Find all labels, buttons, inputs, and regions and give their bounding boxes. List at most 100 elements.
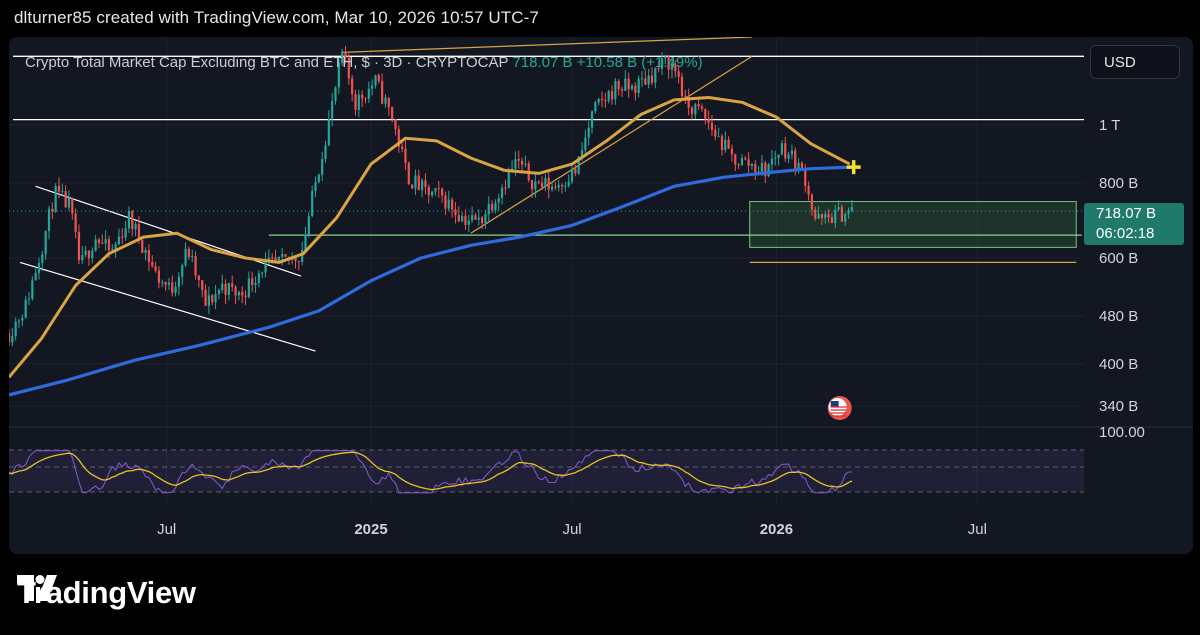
candle[interactable] [397, 125, 400, 153]
candle[interactable] [637, 75, 640, 98]
candle[interactable] [550, 182, 554, 192]
candle[interactable] [227, 282, 230, 301]
candle[interactable] [627, 72, 630, 98]
candle[interactable] [670, 56, 674, 79]
candle[interactable] [807, 181, 810, 201]
candle[interactable] [710, 115, 714, 136]
candle[interactable] [367, 81, 370, 103]
candle[interactable] [554, 182, 557, 191]
candle[interactable] [261, 271, 264, 279]
candle[interactable] [714, 124, 717, 141]
candle[interactable] [117, 228, 121, 246]
moving-average-short[interactable] [9, 96, 851, 379]
candle[interactable] [31, 276, 34, 301]
candle[interactable] [237, 290, 240, 301]
candle[interactable] [490, 200, 494, 214]
candle[interactable] [27, 292, 31, 306]
candle[interactable] [354, 89, 357, 116]
candle[interactable] [14, 317, 17, 341]
candle[interactable] [87, 250, 91, 266]
candle[interactable] [717, 127, 720, 138]
candle[interactable] [694, 102, 697, 119]
support-zone-box[interactable] [749, 201, 1077, 248]
candle[interactable] [750, 162, 754, 170]
candle[interactable] [674, 60, 677, 78]
candle[interactable] [684, 89, 687, 104]
candle[interactable] [67, 190, 71, 211]
candle[interactable] [327, 110, 330, 147]
candle[interactable] [247, 271, 250, 299]
candle[interactable] [444, 191, 447, 216]
candle[interactable] [557, 180, 560, 192]
candle[interactable] [454, 202, 457, 224]
candle[interactable] [520, 157, 524, 171]
candle[interactable] [274, 250, 277, 262]
candle[interactable] [84, 246, 87, 257]
candle[interactable] [264, 252, 267, 278]
trendline-rising-wedge-upper[interactable] [342, 37, 752, 53]
candle[interactable] [560, 183, 564, 194]
candle[interactable] [384, 94, 387, 108]
candle[interactable] [667, 54, 670, 79]
candle[interactable] [780, 140, 784, 156]
candle[interactable] [74, 208, 77, 239]
candle[interactable] [314, 176, 317, 197]
candle[interactable] [61, 183, 64, 196]
candle[interactable] [777, 154, 780, 166]
candle[interactable] [337, 56, 340, 95]
candle[interactable] [600, 91, 604, 108]
candle[interactable] [231, 275, 234, 292]
candle[interactable] [657, 61, 660, 73]
candle[interactable] [747, 152, 750, 173]
candle[interactable] [151, 255, 154, 268]
candle[interactable] [607, 89, 610, 104]
currency-button[interactable]: USD [1090, 45, 1180, 79]
candle[interactable] [34, 265, 37, 281]
candle[interactable] [610, 85, 614, 105]
trendline-channel-upper[interactable] [35, 185, 302, 277]
candle[interactable] [584, 129, 587, 157]
candle[interactable] [124, 221, 127, 241]
candle[interactable] [201, 279, 204, 298]
candle[interactable] [824, 211, 827, 224]
chart-panel[interactable]: 1 T 800 B 600 B 480 B 400 B 340 B 100.00 Jul 202… [9, 37, 1193, 554]
candle[interactable] [407, 161, 410, 185]
candle[interactable] [97, 237, 101, 249]
candle[interactable] [707, 110, 710, 130]
candle[interactable] [484, 209, 487, 230]
candle[interactable] [317, 173, 320, 184]
candle[interactable] [817, 206, 820, 219]
candle[interactable] [630, 83, 634, 91]
candle[interactable] [334, 86, 337, 105]
candle[interactable] [477, 209, 480, 226]
candle[interactable] [77, 224, 81, 265]
candle[interactable] [604, 92, 607, 108]
candle[interactable] [47, 205, 51, 240]
candle[interactable] [24, 296, 27, 319]
candle[interactable] [401, 140, 404, 153]
candle[interactable] [737, 162, 740, 169]
trendline-channel-lower[interactable] [19, 261, 316, 352]
candle[interactable] [744, 155, 747, 161]
candle[interactable] [730, 144, 734, 162]
candle[interactable] [341, 48, 344, 67]
candle[interactable] [214, 285, 217, 310]
candle[interactable] [524, 155, 527, 168]
candle[interactable] [374, 74, 377, 89]
candle[interactable] [840, 204, 844, 222]
candle[interactable] [810, 193, 814, 216]
candle[interactable] [361, 90, 364, 108]
candle[interactable] [347, 53, 350, 85]
candle[interactable] [51, 202, 54, 220]
candle[interactable] [244, 290, 247, 306]
candle[interactable] [154, 261, 157, 273]
candle[interactable] [9, 329, 11, 346]
candle[interactable] [487, 196, 490, 224]
candle[interactable] [820, 213, 824, 225]
candle[interactable] [700, 103, 704, 112]
moving-average-long[interactable] [9, 165, 850, 397]
candle[interactable] [21, 314, 24, 327]
candle[interactable] [141, 239, 144, 254]
candle[interactable] [617, 79, 620, 96]
candle[interactable] [644, 70, 647, 86]
